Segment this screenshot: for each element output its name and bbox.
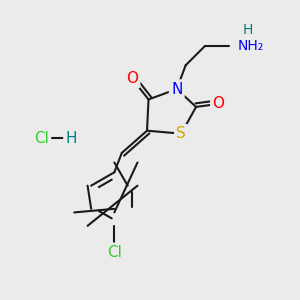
Text: S: S xyxy=(176,126,186,141)
Text: O: O xyxy=(212,96,224,111)
Text: N: N xyxy=(171,82,182,97)
Text: Cl: Cl xyxy=(107,245,122,260)
Text: O: O xyxy=(126,71,138,86)
Text: Cl: Cl xyxy=(34,130,49,146)
Text: H: H xyxy=(65,130,77,146)
Text: NH₂: NH₂ xyxy=(238,39,264,53)
Text: H: H xyxy=(243,22,253,37)
